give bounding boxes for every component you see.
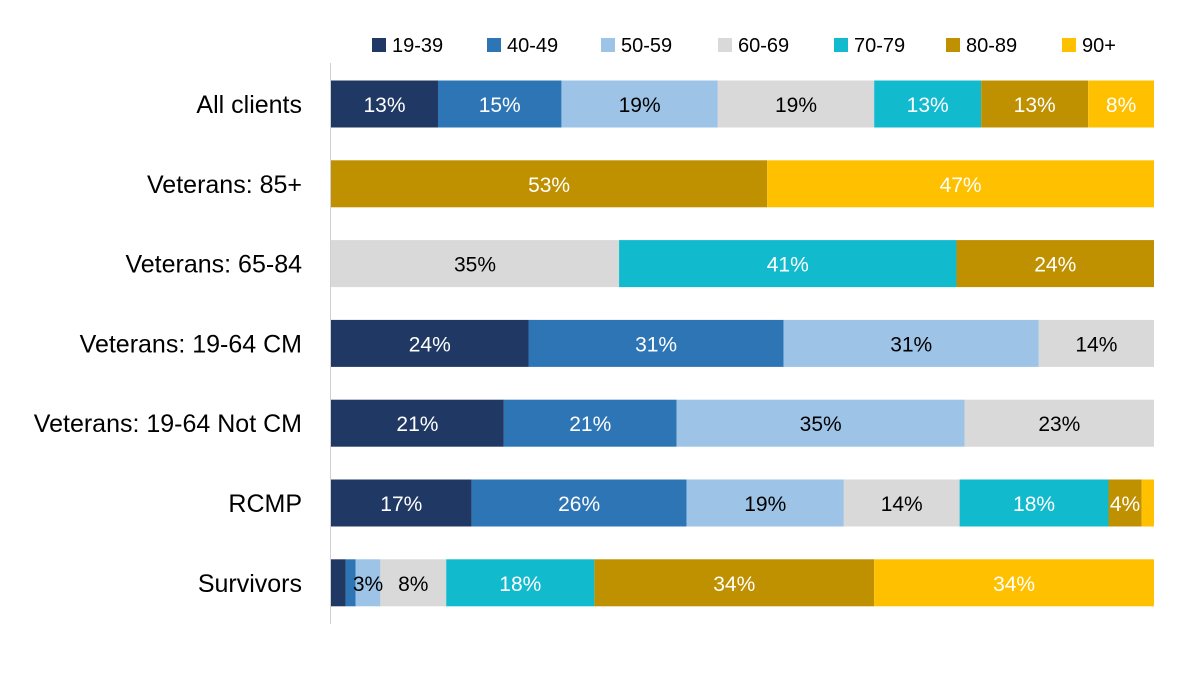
- data-label-all-clients-70-79: 13%: [907, 94, 949, 117]
- data-label-all-clients-19-39: 13%: [363, 94, 405, 117]
- legend-swatch-19-39: [372, 38, 386, 52]
- data-label-rcmp-50-59: 19%: [744, 493, 786, 516]
- legend-label-60-69: 60-69: [738, 35, 789, 57]
- data-label-veterans-19-64-not-cm-50-59: 35%: [800, 413, 842, 436]
- bar-segment-survivors-40-49: [345, 559, 356, 607]
- category-label-rcmp: RCMP: [228, 490, 302, 518]
- data-label-survivors-90: 34%: [993, 573, 1035, 596]
- data-label-survivors-60-69: 8%: [398, 573, 428, 596]
- data-label-all-clients-60-69: 19%: [775, 94, 817, 117]
- bar-segment-veterans-65-84-70-79: [619, 240, 957, 288]
- legend-swatch-70-79: [834, 38, 848, 52]
- legend: 19-39 40-49 50-59 60-69 70-79 80-89 90+: [372, 35, 1116, 57]
- legend-swatch-50-59: [601, 38, 615, 52]
- data-label-veterans-85-90: 47%: [940, 174, 982, 197]
- data-label-rcmp-70-79: 18%: [1013, 493, 1055, 516]
- data-label-rcmp-40-49: 26%: [558, 493, 600, 516]
- data-label-veterans-85-80-89: 53%: [528, 174, 570, 197]
- data-label-veterans-19-64-cm-19-39: 24%: [409, 333, 451, 356]
- category-label-veterans-85: Veterans: 85+: [147, 171, 302, 199]
- bar-segment-all-clients-40-49: [437, 80, 562, 128]
- bar-segment-veterans-19-64-not-cm-40-49: [503, 399, 677, 447]
- bar-segment-all-clients-90: [1088, 80, 1154, 128]
- bar-segment-survivors-19-39: [331, 559, 346, 607]
- bar-segment-veterans-85-90: [767, 160, 1154, 208]
- bar-segment-veterans-19-64-not-cm-50-59: [676, 399, 965, 447]
- bar-segment-veterans-65-84-80-89: [956, 240, 1154, 288]
- bar-segment-all-clients-19-39: [331, 80, 438, 128]
- data-label-survivors-70-79: 18%: [499, 573, 541, 596]
- bar-segment-all-clients-50-59: [561, 80, 718, 128]
- bar-segments: [331, 80, 1154, 607]
- data-label-survivors-80-89: 34%: [713, 573, 755, 596]
- bar-segment-veterans-85-80-89: [331, 160, 768, 208]
- data-label-rcmp-80-89: 4%: [1110, 493, 1140, 516]
- data-label-veterans-19-64-not-cm-40-49: 21%: [569, 413, 611, 436]
- bar-segment-rcmp-90: [1141, 479, 1154, 527]
- bar-segment-veterans-19-64-cm-60-69: [1038, 319, 1154, 367]
- data-label-all-clients-90: 8%: [1106, 94, 1136, 117]
- legend-label-90: 90+: [1082, 35, 1116, 57]
- category-label-veterans-19-64-cm: Veterans: 19-64 CM: [80, 330, 302, 358]
- data-label-veterans-65-84-80-89: 24%: [1034, 254, 1076, 277]
- legend-swatch-80-89: [946, 38, 960, 52]
- bar-segment-veterans-19-64-cm-19-39: [331, 319, 529, 367]
- data-label-veterans-19-64-not-cm-19-39: 21%: [396, 413, 438, 436]
- legend-swatch-60-69: [718, 38, 732, 52]
- data-label-survivors-50-59: 3%: [353, 573, 383, 596]
- legend-label-80-89: 80-89: [966, 35, 1017, 57]
- bar-segment-rcmp-50-59: [686, 479, 844, 527]
- bar-segment-rcmp-40-49: [471, 479, 687, 527]
- legend-label-19-39: 19-39: [392, 35, 443, 57]
- bar-segment-veterans-19-64-cm-50-59: [783, 319, 1039, 367]
- bar-segment-survivors-50-59: [355, 559, 381, 607]
- data-label-veterans-19-64-not-cm-60-69: 23%: [1038, 413, 1080, 436]
- legend-label-40-49: 40-49: [507, 35, 558, 57]
- data-label-all-clients-40-49: 15%: [479, 94, 521, 117]
- bar-segment-survivors-90: [874, 559, 1154, 607]
- category-label-survivors: Survivors: [198, 570, 302, 598]
- data-label-veterans-19-64-cm-60-69: 14%: [1075, 333, 1117, 356]
- data-label-rcmp-60-69: 14%: [881, 493, 923, 516]
- bar-segment-survivors-70-79: [446, 559, 595, 607]
- data-label-rcmp-19-39: 17%: [380, 493, 422, 516]
- category-label-veterans-65-84: Veterans: 65-84: [125, 251, 302, 279]
- bar-segment-all-clients-60-69: [717, 80, 875, 128]
- data-label-all-clients-50-59: 19%: [619, 94, 661, 117]
- legend-swatch-40-49: [487, 38, 501, 52]
- bar-segment-rcmp-60-69: [843, 479, 960, 527]
- bar-segment-all-clients-70-79: [874, 80, 982, 128]
- bar-segment-all-clients-80-89: [981, 80, 1089, 128]
- bar-segment-survivors-80-89: [594, 559, 875, 607]
- bar-segment-rcmp-80-89: [1108, 479, 1142, 527]
- data-label-veterans-19-64-cm-40-49: 31%: [635, 333, 677, 356]
- category-label-veterans-19-64-not-cm: Veterans: 19-64 Not CM: [34, 410, 302, 438]
- data-label-all-clients-80-89: 13%: [1014, 94, 1056, 117]
- data-label-veterans-19-64-cm-50-59: 31%: [890, 333, 932, 356]
- bar-segment-veterans-19-64-cm-40-49: [528, 319, 784, 367]
- segment-data-labels: 13% 15% 19% 19% 13% 13% 8% 53% 47% 35% 41% 24% 24% 31…: [353, 94, 1140, 596]
- data-label-veterans-65-84-70-79: 41%: [767, 254, 809, 277]
- bar-segment-veterans-19-64-not-cm-60-69: [964, 399, 1154, 447]
- data-label-veterans-65-84-60-69: 35%: [454, 254, 496, 277]
- bar-segment-rcmp-19-39: [331, 479, 472, 527]
- category-axis-labels: All clients Veterans: 85+ Veterans: 65-84 V…: [34, 91, 302, 598]
- bar-segment-veterans-19-64-not-cm-19-39: [331, 399, 504, 447]
- bar-segment-rcmp-70-79: [959, 479, 1109, 527]
- bar-segment-veterans-65-84-60-69: [331, 240, 620, 288]
- bar-segment-survivors-60-69: [380, 559, 447, 607]
- legend-label-70-79: 70-79: [854, 35, 905, 57]
- legend-label-50-59: 50-59: [621, 35, 672, 57]
- legend-swatch-90: [1062, 38, 1076, 52]
- category-label-all-clients: All clients: [196, 91, 302, 119]
